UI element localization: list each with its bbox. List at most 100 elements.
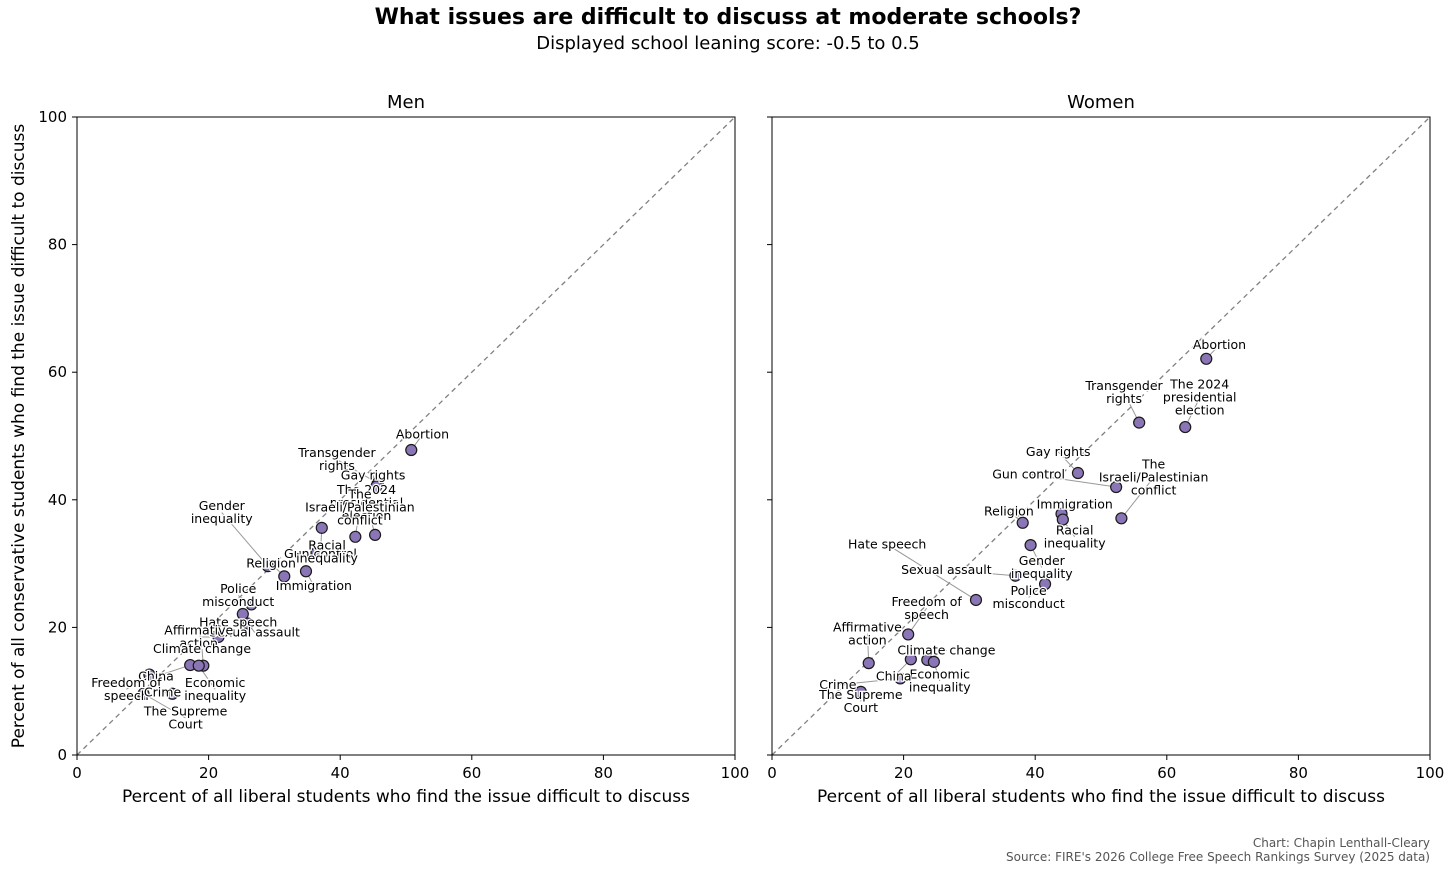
women-point <box>1071 466 1085 480</box>
women-point-label: Sexual assault <box>901 562 992 577</box>
men-y-tick-label: 100 <box>38 108 67 126</box>
women-leader-line <box>1028 473 1117 488</box>
women-point <box>1115 512 1128 525</box>
men-point-label: Crime <box>144 684 182 699</box>
women-leader-line <box>946 569 1016 577</box>
men-x-tick-label: 0 <box>72 764 82 782</box>
men-x-tick-label: 40 <box>331 764 350 782</box>
women-x-tick-label: 100 <box>1416 764 1445 782</box>
men-leader-line <box>336 459 378 484</box>
men-point <box>143 668 156 681</box>
men-point-label: Gun control <box>284 546 357 561</box>
men-point <box>212 630 225 644</box>
women-point-label: Economic inequality <box>909 666 971 694</box>
men-point <box>261 560 274 573</box>
chart-title: What issues are difficult to discuss at … <box>374 5 1082 30</box>
women-point <box>854 685 867 698</box>
women-x-tick-label: 20 <box>894 764 913 782</box>
men-point-label: Sexual assault <box>209 625 300 640</box>
men-point <box>315 521 328 534</box>
men-point-label: China <box>138 669 174 684</box>
men-x-tick-label: 100 <box>721 764 750 782</box>
men-x-tick-label: 20 <box>199 764 218 782</box>
women-point-label: Hate speech <box>848 536 926 551</box>
men-y-tick-label: 20 <box>48 618 67 636</box>
men-point-label: The 2024 presidential election <box>330 482 404 523</box>
men-point-label: Racial inequality <box>296 538 358 566</box>
women-point-label: China <box>876 669 912 684</box>
women-leader-line <box>886 544 977 601</box>
men-point <box>241 617 255 630</box>
men-point <box>405 443 418 457</box>
men-point <box>278 570 291 583</box>
women-point-label: Gay rights <box>1026 444 1091 459</box>
women-point <box>927 655 940 668</box>
women-point <box>969 593 983 607</box>
men-point <box>368 528 382 541</box>
men-point-label: Hate speech <box>199 614 277 629</box>
men-leader-line <box>221 512 269 567</box>
men-point-label: Affirmative action <box>164 622 233 650</box>
women-point-label: Gun control <box>992 466 1065 481</box>
women-panel-title: Women <box>1067 92 1135 113</box>
women-point <box>1110 480 1123 494</box>
women-point-label: The Supreme Court <box>818 687 903 715</box>
men-point <box>192 659 205 672</box>
women-x-tick-label: 40 <box>1026 764 1045 782</box>
women-leader-line <box>1121 477 1155 519</box>
men-point-label: Climate change <box>153 641 251 656</box>
men-point-label: Abortion <box>396 427 449 442</box>
men-point-label: Religion <box>246 556 296 571</box>
women-point <box>1024 538 1037 552</box>
men-point <box>166 687 179 700</box>
women-point-label: Transgender rights <box>1084 378 1163 406</box>
women-point <box>902 628 915 641</box>
women-point <box>1056 513 1069 526</box>
women-plot-frame <box>771 116 1431 756</box>
men-point <box>245 598 258 611</box>
women-point <box>862 657 875 670</box>
women-point-label: Police misconduct <box>992 583 1064 611</box>
women-point-label: The Israeli/Palestinian conflict <box>1099 456 1209 497</box>
women-x-tick-label: 80 <box>1289 764 1308 782</box>
men-point-label: The Supreme Court <box>143 703 228 731</box>
men-x-axis-label: Percent of all liberal students who find… <box>122 787 690 807</box>
women-point <box>1038 577 1052 591</box>
women-point-label: Religion <box>984 503 1034 518</box>
men-point-label: Transgender rights <box>297 445 376 473</box>
women-point <box>1133 416 1146 429</box>
women-point-label: Gender inequality <box>1011 553 1073 581</box>
women-point <box>894 672 907 685</box>
women-point <box>904 653 917 666</box>
men-point-label: The Israeli/Palestinian conflict <box>305 486 415 527</box>
men-point-label: Economic inequality <box>184 675 246 703</box>
men-y-axis-label: Percent of all conservative students who… <box>9 124 29 749</box>
women-x-tick-label: 0 <box>767 764 777 782</box>
women-point <box>1179 420 1192 434</box>
women-point-label: Climate change <box>897 642 995 657</box>
women-point-label: Immigration <box>1037 496 1113 511</box>
men-x-tick-label: 80 <box>594 764 613 782</box>
women-point-label: Abortion <box>1193 337 1246 352</box>
women-point-label: Affirmative action <box>833 619 902 647</box>
women-x-axis-label: Percent of all liberal students who find… <box>817 787 1385 807</box>
women-point-label: The 2024 presidential election <box>1163 377 1237 418</box>
men-point <box>299 565 313 578</box>
men-leader-line <box>143 693 186 719</box>
chart-subtitle: Displayed school leaning score: -0.5 to … <box>536 33 920 54</box>
men-y-tick-label: 40 <box>48 491 67 509</box>
women-point-label: Freedom of speech <box>891 594 962 622</box>
men-y-tick-label: 60 <box>48 363 67 381</box>
men-point <box>370 480 383 493</box>
men-plot-frame <box>76 116 736 756</box>
men-point <box>236 607 249 621</box>
women-x-tick-label: 60 <box>1157 764 1176 782</box>
credit-block: Chart: Chapin Lenthall-Cleary Source: FI… <box>1006 836 1430 864</box>
men-point <box>137 687 150 700</box>
women-point <box>1200 352 1213 365</box>
men-point-label: Gay rights <box>341 468 406 483</box>
men-point-label: Police misconduct <box>202 581 274 609</box>
author-credit: Chart: Chapin Lenthall-Cleary <box>1252 836 1430 850</box>
men-point-label: Immigration <box>276 578 352 593</box>
